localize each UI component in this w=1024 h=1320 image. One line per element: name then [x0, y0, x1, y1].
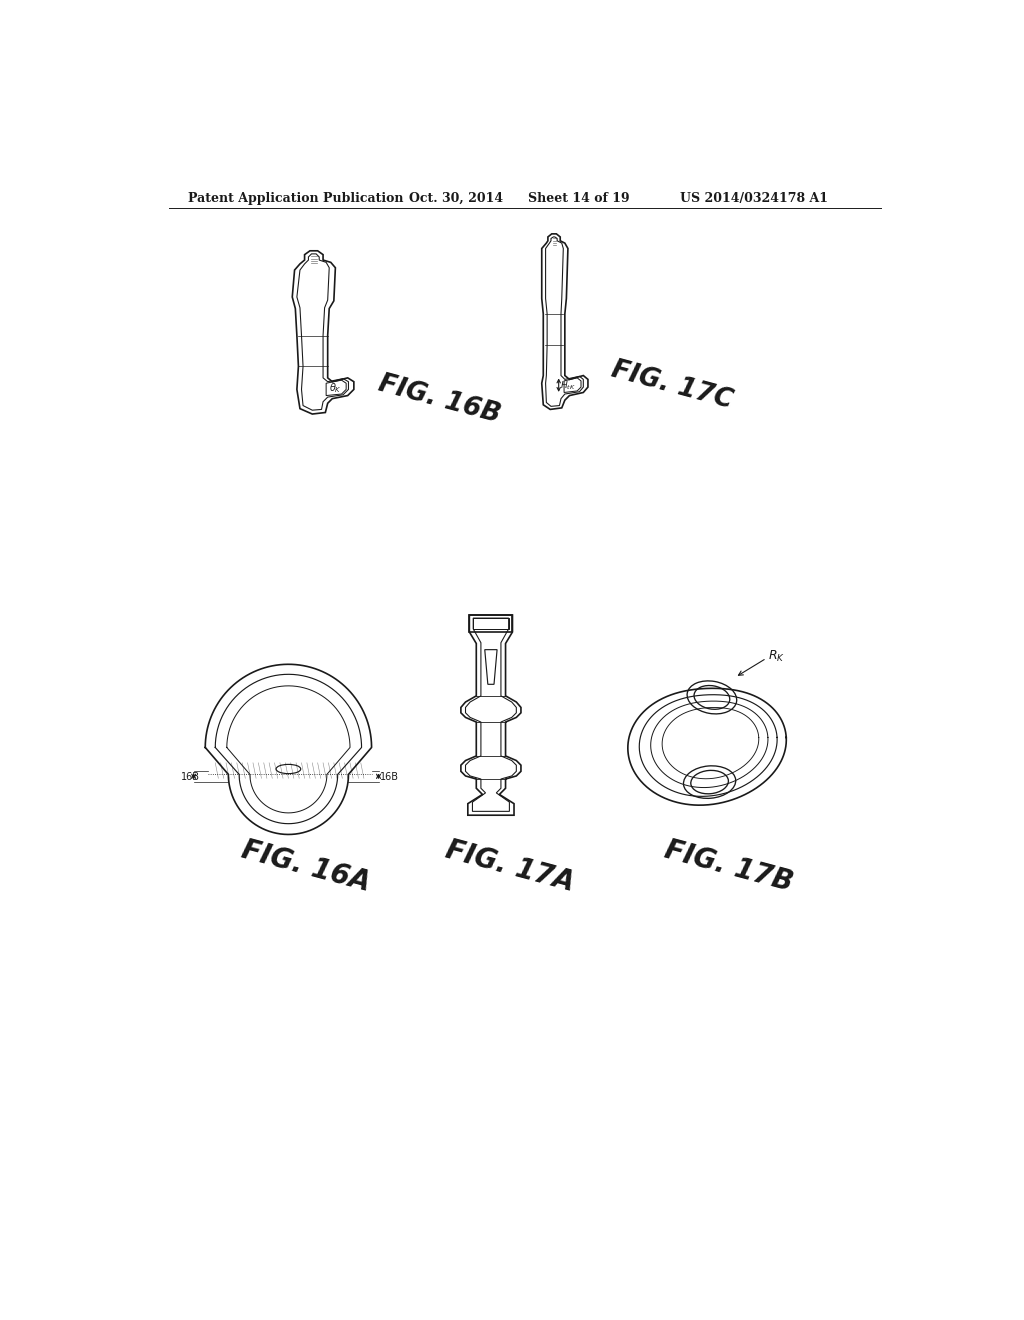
Text: FIG. 16B: FIG. 16B — [376, 371, 504, 428]
Text: FIG. 17A: FIG. 17A — [442, 836, 578, 898]
Text: FIG. 17B: FIG. 17B — [662, 836, 797, 898]
Text: Sheet 14 of 19: Sheet 14 of 19 — [528, 191, 630, 205]
Text: $\theta_K$: $\theta_K$ — [329, 381, 342, 395]
Text: Patent Application Publication: Patent Application Publication — [187, 191, 403, 205]
Text: 16B: 16B — [180, 772, 200, 781]
Bar — [473, 618, 509, 628]
Text: US 2014/0324178 A1: US 2014/0324178 A1 — [680, 191, 828, 205]
Text: FIG. 17C: FIG. 17C — [608, 356, 735, 414]
Bar — [469, 615, 512, 632]
Text: $R_K$: $R_K$ — [768, 649, 785, 664]
Text: 16B: 16B — [380, 772, 399, 781]
Text: $H_{tK}$: $H_{tK}$ — [560, 379, 577, 392]
Text: Oct. 30, 2014: Oct. 30, 2014 — [410, 191, 504, 205]
Text: FIG. 16A: FIG. 16A — [239, 836, 374, 898]
